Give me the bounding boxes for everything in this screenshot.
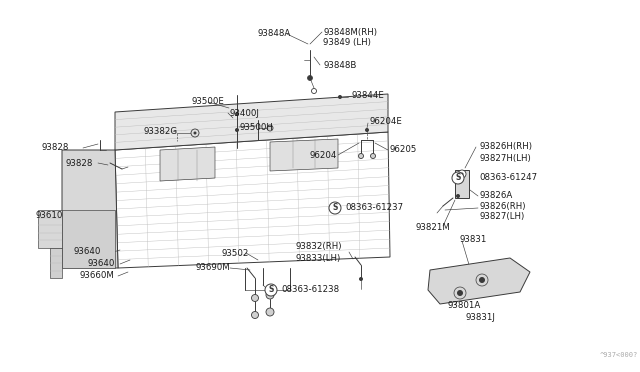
Circle shape	[456, 194, 460, 198]
Text: S: S	[455, 173, 461, 183]
Text: 93848B: 93848B	[323, 61, 356, 70]
Text: 93502: 93502	[222, 248, 250, 257]
Circle shape	[358, 154, 364, 158]
Circle shape	[235, 112, 239, 116]
Text: ^937<000?: ^937<000?	[600, 352, 638, 358]
Text: 93848A: 93848A	[258, 29, 291, 38]
Text: 93500H: 93500H	[240, 124, 274, 132]
Circle shape	[457, 290, 463, 296]
Text: 93610: 93610	[36, 211, 63, 219]
Polygon shape	[62, 210, 115, 268]
Text: 93660M: 93660M	[79, 270, 114, 279]
Circle shape	[307, 76, 312, 80]
Circle shape	[252, 295, 259, 301]
Text: 93801A: 93801A	[448, 301, 481, 310]
Text: 93831J: 93831J	[465, 314, 495, 323]
Text: 93690M: 93690M	[195, 263, 230, 273]
Text: 93848M(RH): 93848M(RH)	[323, 28, 377, 36]
Circle shape	[267, 125, 273, 131]
Circle shape	[191, 129, 199, 137]
Circle shape	[359, 277, 363, 281]
Circle shape	[452, 172, 464, 184]
Circle shape	[461, 173, 463, 176]
Polygon shape	[62, 150, 118, 268]
Text: 93828: 93828	[42, 144, 69, 153]
Text: 93382G: 93382G	[144, 128, 178, 137]
Circle shape	[266, 291, 274, 299]
Text: 08363-61247: 08363-61247	[479, 173, 537, 183]
Circle shape	[458, 170, 466, 178]
Text: 93828: 93828	[65, 158, 92, 167]
Polygon shape	[455, 170, 469, 198]
Circle shape	[312, 89, 317, 93]
Text: S: S	[268, 285, 274, 295]
Text: 93400J: 93400J	[229, 109, 259, 118]
Text: 93640: 93640	[73, 247, 100, 257]
Text: 93833(LH): 93833(LH)	[295, 253, 340, 263]
Text: 08363-61237: 08363-61237	[345, 203, 403, 212]
Text: 93500E: 93500E	[192, 97, 225, 106]
Text: 08363-61238: 08363-61238	[281, 285, 339, 295]
Text: S: S	[332, 203, 338, 212]
Text: 93826H(RH): 93826H(RH)	[479, 142, 532, 151]
Text: 93832(RH): 93832(RH)	[295, 243, 342, 251]
Polygon shape	[160, 147, 215, 181]
Circle shape	[371, 154, 376, 158]
Text: 93821M: 93821M	[415, 224, 450, 232]
Polygon shape	[428, 258, 530, 304]
Text: 93849 (LH): 93849 (LH)	[323, 38, 371, 48]
Circle shape	[329, 202, 341, 214]
Circle shape	[252, 311, 259, 318]
Text: 96204: 96204	[310, 151, 337, 160]
Text: 93844E: 93844E	[352, 92, 385, 100]
Circle shape	[266, 308, 274, 316]
Text: 93826(RH): 93826(RH)	[479, 202, 525, 211]
Text: 96204E: 96204E	[370, 118, 403, 126]
Text: 93640: 93640	[87, 259, 115, 267]
Circle shape	[235, 128, 239, 132]
Circle shape	[193, 131, 196, 135]
Polygon shape	[115, 94, 388, 150]
Circle shape	[365, 128, 369, 132]
Polygon shape	[38, 210, 62, 248]
Circle shape	[479, 277, 485, 283]
Text: 93831: 93831	[460, 235, 488, 244]
Text: 93827H(LH): 93827H(LH)	[479, 154, 531, 163]
Polygon shape	[50, 248, 62, 278]
Polygon shape	[270, 139, 338, 171]
Circle shape	[338, 95, 342, 99]
Circle shape	[265, 284, 277, 296]
Polygon shape	[115, 132, 390, 268]
Text: 96205: 96205	[390, 145, 417, 154]
Text: 93826A: 93826A	[479, 190, 512, 199]
Text: 93827(LH): 93827(LH)	[479, 212, 524, 221]
